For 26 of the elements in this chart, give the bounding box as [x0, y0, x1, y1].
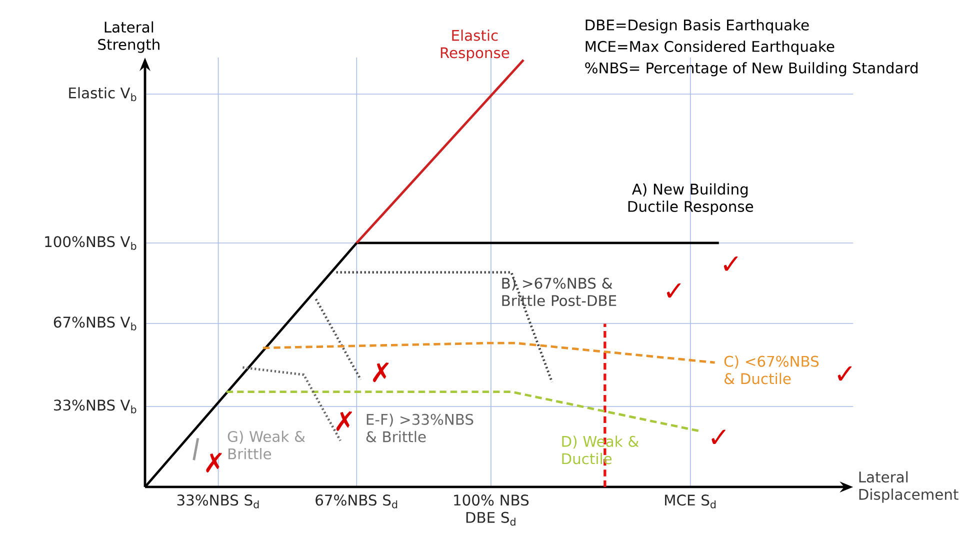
annotation: ✓ [712, 430, 726, 444]
series-label: Elastic Response [440, 30, 510, 62]
text: MCE=Max Considered Earthquake [586, 40, 834, 55]
x-tick-label: MCE S$_{d}$ [665, 494, 716, 508]
annotation: ✗ [336, 411, 352, 431]
y-tick-label: 100%NBS V$_{b}$ [45, 236, 136, 250]
x-tick-label: 33%NBS S$_{d}$ [177, 494, 259, 508]
text: G) Weak & Brittle [228, 430, 306, 460]
y-tick-label: 67%NBS V$_{b}$ [54, 316, 136, 330]
x-tick-label: 67%NBS S$_{d}$ [316, 494, 398, 508]
annotation: ✓ [838, 366, 852, 381]
x-tick-label: 100% NBS DBE S$_{d}$ [454, 494, 529, 526]
series-label: B) >67%NBS & Brittle Post-DBE [502, 277, 616, 306]
y-tick-label: Elastic V$_{b}$ [69, 87, 136, 102]
annotation: ✗ [373, 362, 389, 382]
annotation: ✓ [724, 256, 738, 271]
annotation: %NBS= Percentage of New Building Standard [585, 62, 918, 76]
text: DBE=Design Basis Earthquake [586, 19, 809, 34]
y-axis-title: Lateral Strength [98, 21, 160, 53]
y-tick-label: 33%NBS V$_{b}$ [54, 400, 136, 414]
annotation: ✗ [206, 452, 222, 472]
series-label: A) New Building Ductile Response [628, 183, 754, 215]
series-label: E-F) >33%NBS & Brittle [366, 414, 474, 442]
series-label: C) <67%NBS & Ductile [724, 356, 819, 384]
annotation: ✓ [666, 283, 681, 298]
x-axis-title: Lateral Displacement [859, 471, 958, 503]
